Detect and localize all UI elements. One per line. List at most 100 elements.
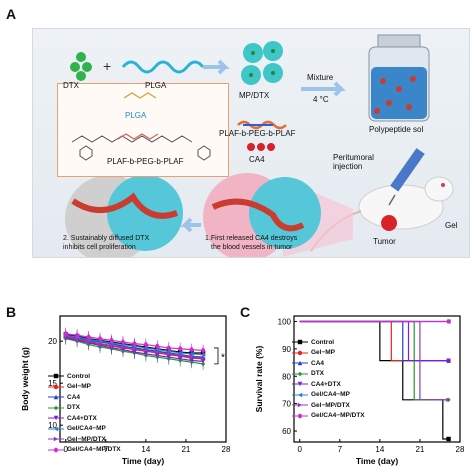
legend-label: Gel/CA4−MP: [67, 425, 106, 433]
label-dtx: DTX: [63, 81, 79, 90]
tumor-tissue-right: [203, 173, 321, 257]
y-tick-label: 60: [282, 427, 291, 436]
x-tick-label: 14: [141, 445, 150, 454]
legend-swatch: [48, 405, 64, 410]
legend-swatch: [48, 436, 64, 442]
legend-swatch: [48, 384, 64, 389]
x-tick-label: 0: [297, 445, 302, 454]
data-point: [86, 334, 91, 340]
y-tick-label: 20: [48, 337, 57, 346]
tumor-tissue-left: [65, 175, 183, 257]
significance-bracket: [214, 347, 219, 365]
y-tick-label: 80: [282, 372, 291, 381]
legend-entry: Gel/CA4−MP: [292, 391, 350, 399]
legend-label: DTX: [67, 404, 80, 412]
legend-label: CA4+DTX: [311, 380, 341, 388]
data-point: [97, 336, 103, 341]
arrow-icon: [203, 59, 230, 75]
legend-label: Gel/CA4−MP/DTX: [311, 412, 365, 420]
legend-label: Gel−MP: [311, 349, 336, 357]
y-tick-label: 15: [48, 379, 57, 388]
legend-marker: [297, 413, 303, 418]
legend-swatch: [292, 360, 308, 366]
plot-frame: [293, 315, 461, 443]
data-point: [109, 338, 114, 343]
dtx-molecules-icon: [70, 52, 92, 81]
data-point: [178, 346, 183, 351]
schematic-drawing: +: [65, 34, 454, 257]
legend-label: Gel−MP: [67, 383, 92, 391]
mp-dtx-spheres-icon: [241, 41, 283, 85]
plus-sign: +: [103, 58, 111, 74]
legend-label: Gel−MP/DTX: [311, 401, 350, 409]
data-point: [178, 353, 183, 358]
legend-entry: CA4+DTX: [292, 380, 341, 388]
legend-entry: Control: [292, 338, 334, 346]
vial-icon: [368, 34, 430, 122]
legend-swatch: [292, 371, 308, 376]
label-structure-plaf: PLAF-b-PEG-b-PLAF: [107, 157, 184, 166]
legend-swatch: [48, 394, 64, 400]
data-point: [200, 355, 206, 361]
label-mp-dtx: MP/DTX: [239, 91, 270, 100]
legend-swatch: [292, 339, 308, 345]
label-polypeptide-sol: Polypeptide sol: [369, 125, 424, 134]
series-line: [299, 320, 449, 440]
legend-label: CA4: [311, 359, 325, 367]
legend-entry: Gel−MP: [48, 383, 91, 391]
label-step2-line2: inhibits cell proliferation: [63, 244, 136, 251]
legend-marker: [297, 392, 303, 397]
label-plaf: PLAF-b-PEG-b-PLAF: [219, 129, 296, 138]
label-tumor: Tumor: [373, 237, 396, 246]
legend-entry: Gel−MP: [292, 349, 335, 357]
panel-label-b: B: [6, 304, 17, 320]
legend-marker: [53, 394, 59, 400]
series-0: [299, 320, 451, 442]
legend-swatch: [48, 415, 64, 421]
legend-label: CA4: [67, 393, 81, 401]
end-point: [446, 319, 451, 324]
legend-marker: [297, 381, 303, 387]
y-tick-label: 90: [282, 345, 291, 354]
legend-marker: [53, 426, 59, 431]
legend-entry: CA4: [292, 359, 324, 367]
legend-marker: [297, 339, 303, 345]
legend-swatch: [292, 402, 308, 408]
plga-chain-icon: [121, 60, 205, 74]
legend-entry: Gel−MP/DTX: [292, 401, 350, 409]
x-tick-label: 0: [63, 445, 68, 454]
panel-label-a: A: [6, 6, 17, 22]
y-axis-title: Body weight (g): [20, 347, 30, 411]
label-step2-line1: 2. Sustainably diffused DTX: [63, 235, 150, 242]
legend-swatch: [48, 373, 64, 379]
legend-entry: DTX: [292, 370, 324, 378]
legend-label: Gel−MP/DTX: [67, 435, 106, 443]
ca4-molecules-icon: [247, 143, 275, 151]
x-tick-label: 14: [375, 445, 384, 454]
schematic-illustration: +: [32, 28, 470, 258]
x-tick-label: 7: [104, 445, 109, 454]
legend-marker: [53, 447, 59, 452]
legend-swatch: [292, 350, 308, 355]
label-gel: Gel: [445, 221, 458, 230]
label-structure-plga: PLGA: [125, 111, 147, 120]
y-axis-title: Survival rate (%): [254, 346, 264, 413]
y-tick-label: 100: [278, 317, 292, 326]
x-tick-label: 21: [415, 445, 424, 454]
data-point: [155, 344, 160, 349]
end-point: [446, 397, 451, 403]
legend-swatch: [292, 413, 308, 418]
chemical-structure-box: [57, 83, 229, 177]
legend-marker: [53, 384, 59, 389]
tumor-mark: [381, 215, 397, 231]
legend-entry: DTX: [48, 404, 80, 412]
label-peritumoral-injection: Peritumoral injection: [333, 153, 374, 171]
x-tick-label: 28: [222, 445, 231, 454]
legend-marker: [297, 360, 303, 366]
data-point: [120, 339, 126, 345]
legend-entry: Gel/CA4−MP: [48, 425, 106, 433]
legend-marker: [53, 436, 59, 442]
data-point: [143, 342, 149, 347]
label-temperature: 4 °C: [313, 95, 329, 104]
x-tick-label: 28: [456, 445, 465, 454]
